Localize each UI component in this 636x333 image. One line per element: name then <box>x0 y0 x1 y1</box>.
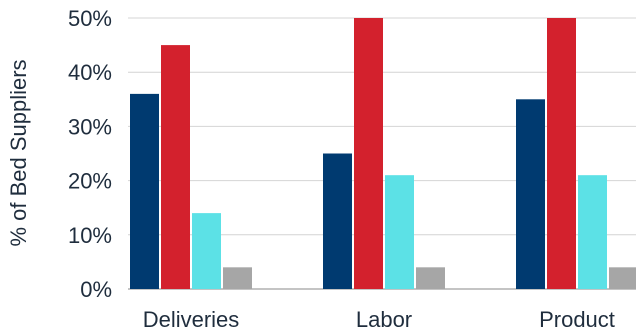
x-category-label: Labor <box>356 307 412 332</box>
y-tick-label: 50% <box>68 6 112 31</box>
y-axis-title: % of Bed Suppliers <box>6 59 31 246</box>
bar-labor-2 <box>354 18 383 289</box>
y-tick-label: 20% <box>68 169 112 194</box>
x-category-label: Product <box>539 307 615 332</box>
bar-deliveries-2 <box>161 45 190 289</box>
bars <box>130 18 636 289</box>
bar-labor-4 <box>416 267 445 289</box>
bar-deliveries-4 <box>223 267 252 289</box>
y-tick-label: 10% <box>68 223 112 248</box>
x-axis-categories: Deliveries Labor Product <box>143 307 615 332</box>
bar-labor-3 <box>385 175 414 289</box>
y-tick-label: 0% <box>80 277 112 302</box>
y-axis-ticks: 0% 10% 20% 30% 40% 50% <box>68 6 112 302</box>
bar-product-1 <box>516 99 545 289</box>
bar-deliveries-3 <box>192 213 221 289</box>
bar-deliveries-1 <box>130 93 159 289</box>
bar-product-4 <box>609 267 636 289</box>
bar-labor-1 <box>323 153 352 289</box>
bar-product-3 <box>578 175 607 289</box>
y-tick-label: 30% <box>68 114 112 139</box>
x-category-label: Deliveries <box>143 307 240 332</box>
bar-product-2 <box>547 18 576 289</box>
y-tick-label: 40% <box>68 60 112 85</box>
